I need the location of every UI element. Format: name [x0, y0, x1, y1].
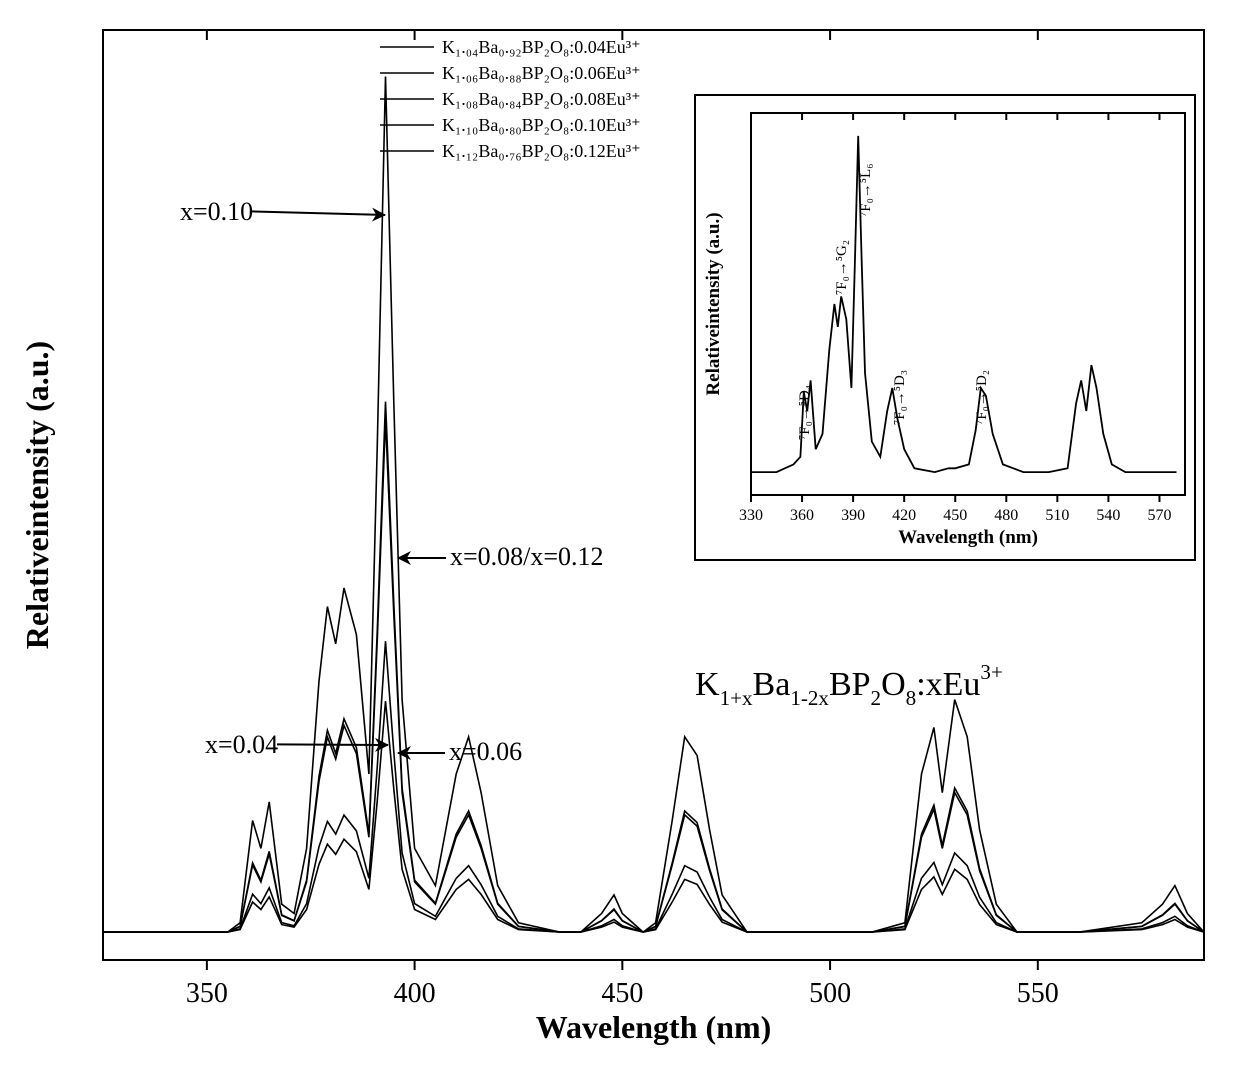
legend-item: K₁.₀₆Ba₀.₈₈BP₂O₈:0.06Eu³⁺: [442, 63, 641, 83]
inset-x-tick: 330: [739, 507, 763, 524]
inset-x-tick: 450: [943, 507, 967, 524]
inset-x-tick: 390: [841, 507, 865, 524]
peak-transition-label: ⁷F₀→⁵D₂: [974, 370, 990, 425]
inset-y-label: Relativeintensity (a.u.): [703, 212, 724, 395]
inset-x-tick: 510: [1045, 507, 1069, 524]
legend-item: K₁.₀₄Ba₀.₉₂BP₂O₈:0.04Eu³⁺: [442, 37, 641, 57]
legend-item: K₁.₁₂Ba₀.₇₆BP₂O₈:0.12Eu³⁺: [442, 141, 641, 161]
inset-chart: 330 360 390 420 450 480 510 540 570 Wavelength (n…: [695, 95, 1195, 560]
inset-x-tick: 420: [892, 507, 916, 524]
annotation-arrow: [277, 744, 388, 745]
legend-item: K₁.₁₀Ba₀.₈₀BP₂O₈:0.10Eu³⁺: [442, 115, 641, 135]
inset-x-tick: 360: [790, 507, 814, 524]
peak-transition-label: ⁷F₀→⁵L₆: [858, 164, 874, 217]
x-tick-label: 350: [186, 978, 228, 1009]
inset-x-label: Wavelength (nm): [898, 527, 1038, 548]
x-axis-label: Wavelength (nm): [536, 1009, 772, 1045]
main-chart-svg: 350 400 450 500 550 Wavelength (nm) Relativein…: [0, 0, 1240, 1083]
inset-x-tick: 540: [1096, 507, 1120, 524]
peak-transition-label: ⁷F₀→⁵D₄: [797, 385, 813, 440]
legend-item: K₁.₀₈Ba₀.₈₄BP₂O₈:0.08Eu³⁺: [442, 89, 641, 109]
y-axis-label: Relativeintensity (a.u.): [19, 341, 55, 649]
annotation-label: x=0.08/x=0.12: [450, 542, 604, 571]
x-tick-label: 500: [809, 978, 851, 1009]
peak-transition-label: ⁷F₀→⁵G₂: [834, 240, 850, 295]
inset-x-tick: 570: [1147, 507, 1171, 524]
spectrum-figure: 350 400 450 500 550 Wavelength (nm) Relativein…: [0, 0, 1240, 1083]
annotation-label: x=0.06: [449, 737, 522, 766]
annotation-label: x=0.10: [180, 197, 253, 226]
x-tick-label: 400: [394, 978, 436, 1009]
annotation-label: x=0.04: [205, 730, 278, 759]
x-tick-label: 550: [1017, 978, 1059, 1009]
peak-transition-label: ⁷F₀→⁵D₃: [892, 370, 908, 425]
inset-x-tick: 480: [994, 507, 1018, 524]
x-tick-label: 450: [601, 978, 643, 1009]
